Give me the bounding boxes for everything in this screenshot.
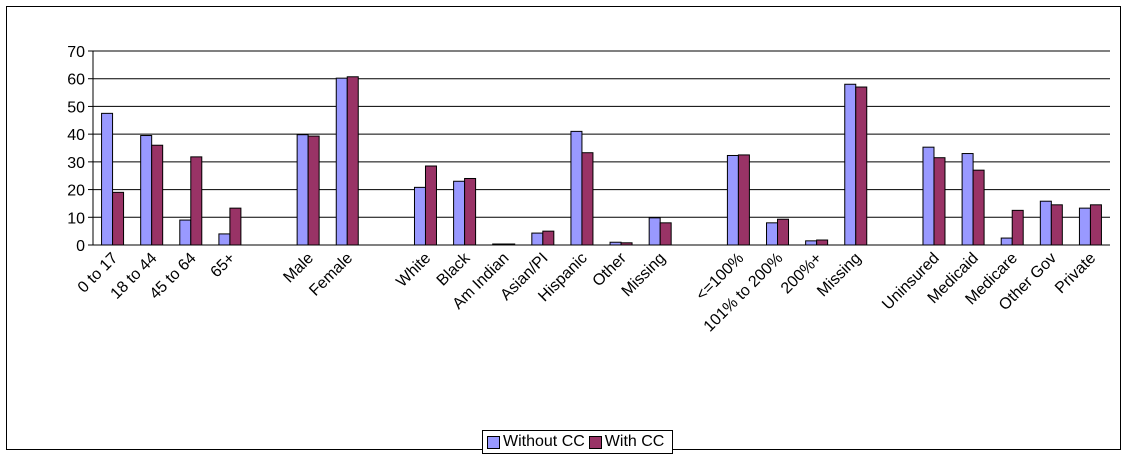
bar-without-cc	[179, 219, 192, 246]
bar-without-cc	[1039, 200, 1052, 246]
legend-swatch-without-cc	[487, 435, 500, 449]
y-tick-label: 70	[67, 44, 85, 61]
bar-with-cc	[424, 165, 437, 246]
y-tick-label: 10	[67, 210, 85, 227]
x-tick-label: 65+	[208, 250, 239, 281]
bar-with-cc	[933, 157, 946, 246]
bar-without-cc	[922, 146, 935, 246]
bar-with-cc	[151, 144, 164, 246]
bar-with-cc	[972, 169, 985, 246]
gridlines	[93, 50, 1110, 218]
axes	[92, 51, 1110, 246]
bar-with-cc	[542, 230, 555, 246]
bar-without-cc	[531, 232, 544, 246]
bar-without-cc	[726, 154, 739, 246]
bar-without-cc	[218, 233, 231, 246]
bar-without-cc	[844, 83, 857, 246]
bar-with-cc	[1011, 209, 1024, 246]
bar-without-cc	[1078, 207, 1091, 246]
y-tick-label: 0	[76, 238, 85, 255]
bar-with-cc	[112, 191, 125, 246]
bar-without-cc	[1000, 237, 1013, 246]
bar-with-cc	[777, 218, 790, 246]
bar-without-cc	[805, 240, 818, 246]
bar-with-cc	[307, 135, 320, 246]
y-tick-label: 50	[67, 99, 85, 116]
legend-label-with-cc: With CC	[604, 433, 665, 450]
bar-with-cc	[1089, 204, 1102, 246]
bar-without-cc	[335, 77, 348, 246]
bar-without-cc	[961, 153, 974, 246]
bar-with-cc	[855, 86, 868, 246]
legend: Without CC With CC	[482, 430, 674, 454]
bars	[101, 76, 1102, 246]
bar-with-cc	[737, 154, 750, 246]
bar-with-cc	[464, 177, 477, 246]
y-tick-label: 20	[67, 183, 85, 200]
bar-with-cc	[346, 76, 359, 246]
y-tick-label: 30	[67, 155, 85, 172]
bar-without-cc	[648, 217, 661, 246]
bar-without-cc	[296, 134, 309, 246]
x-tick-label: Female	[306, 250, 356, 300]
y-tick-label: 40	[67, 127, 85, 144]
y-axis-ticks: 0 10 20 30 40 50 60 70	[67, 44, 93, 255]
x-tick-label: Male	[280, 250, 317, 287]
legend-label-without-cc: Without CC	[503, 433, 585, 450]
chart-frame: 0 10 20 30 40 50 60 70 0 to 17 18 to 44 45 to 64 6…	[6, 6, 1121, 454]
bar-with-cc	[229, 207, 242, 246]
bar-without-cc	[570, 130, 583, 246]
bar-without-cc	[413, 186, 426, 246]
y-tick-label: 60	[67, 72, 85, 89]
bar-without-cc	[140, 135, 153, 246]
bar-with-cc	[816, 239, 829, 246]
x-tick-label: Private	[1052, 250, 1099, 297]
bar-with-cc	[581, 152, 594, 246]
x-tick-label: White	[393, 250, 434, 291]
bar-without-cc	[101, 112, 114, 246]
bar-without-cc	[766, 222, 779, 246]
bar-with-cc	[190, 156, 203, 246]
bar-without-cc	[453, 180, 466, 246]
bar-with-cc	[659, 222, 672, 246]
legend-swatch-with-cc	[588, 435, 602, 449]
legend-item-without-cc: Without CC	[487, 433, 585, 451]
legend-item-with-cc: With CC	[588, 433, 665, 451]
x-tick-label: Missing	[619, 250, 669, 300]
x-tick-label: Missing	[814, 250, 864, 300]
bar-with-cc	[1050, 204, 1063, 246]
